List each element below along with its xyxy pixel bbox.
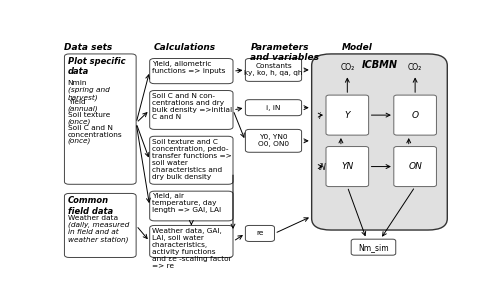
Text: Yield, air
temperature, day
length => GAI, LAI: Yield, air temperature, day length => GA… xyxy=(152,193,221,214)
Text: ICBMN: ICBMN xyxy=(362,60,398,70)
FancyBboxPatch shape xyxy=(351,239,396,255)
Text: (once): (once) xyxy=(68,119,91,125)
FancyBboxPatch shape xyxy=(150,136,233,184)
Text: Data sets: Data sets xyxy=(64,42,112,51)
Text: CO₂: CO₂ xyxy=(408,63,422,72)
Text: (annual): (annual) xyxy=(68,106,98,112)
Text: Soil C and N
concentrations: Soil C and N concentrations xyxy=(68,125,122,138)
Text: ON: ON xyxy=(408,162,422,171)
Text: Common
field data: Common field data xyxy=(68,196,112,216)
Text: Y: Y xyxy=(344,110,350,120)
FancyBboxPatch shape xyxy=(246,59,302,81)
Text: Soil C and N con-
centrations and dry
bulk density =>initial
C and N: Soil C and N con- centrations and dry bu… xyxy=(152,93,232,120)
Text: Yield: Yield xyxy=(68,99,85,105)
Text: Nm_sim: Nm_sim xyxy=(358,243,389,252)
FancyBboxPatch shape xyxy=(246,225,274,241)
Text: Nmin: Nmin xyxy=(68,80,87,86)
Text: Y0, YN0
O0, ON0: Y0, YN0 O0, ON0 xyxy=(258,134,289,147)
Text: Yield, allometric
functions => inputs: Yield, allometric functions => inputs xyxy=(152,61,226,74)
Text: Calculations: Calculations xyxy=(154,42,216,51)
Text: i, iN: i, iN xyxy=(266,105,280,111)
Text: iN: iN xyxy=(318,163,326,172)
FancyBboxPatch shape xyxy=(150,191,233,221)
Text: CO₂: CO₂ xyxy=(340,63,354,72)
Text: re: re xyxy=(256,230,264,236)
FancyBboxPatch shape xyxy=(150,59,233,84)
FancyBboxPatch shape xyxy=(326,95,368,135)
Text: YN: YN xyxy=(341,162,353,171)
Text: Weather data, GAI,
LAI, soil water
characteristics,
activity functions
and εe -s: Weather data, GAI, LAI, soil water chara… xyxy=(152,228,232,269)
Text: Constants
ky, ko, h, qa, qh: Constants ky, ko, h, qa, qh xyxy=(244,64,302,76)
Text: Soil texture: Soil texture xyxy=(68,112,110,118)
FancyBboxPatch shape xyxy=(312,54,448,230)
Text: (once): (once) xyxy=(68,138,91,144)
Text: Weather data: Weather data xyxy=(68,215,117,221)
FancyBboxPatch shape xyxy=(326,146,368,187)
Text: O: O xyxy=(412,110,418,120)
Text: Plot specific
data: Plot specific data xyxy=(68,57,125,76)
FancyBboxPatch shape xyxy=(394,146,436,187)
FancyBboxPatch shape xyxy=(64,193,136,257)
FancyBboxPatch shape xyxy=(150,225,233,257)
Text: Parameters
and variables: Parameters and variables xyxy=(250,42,320,62)
FancyBboxPatch shape xyxy=(394,95,436,135)
Text: Model: Model xyxy=(342,42,372,51)
Text: i: i xyxy=(318,112,321,121)
Text: (daily, measured
in field and at
weather station): (daily, measured in field and at weather… xyxy=(68,222,129,243)
FancyBboxPatch shape xyxy=(246,129,302,152)
FancyBboxPatch shape xyxy=(246,100,302,116)
Text: (spring and
harvest): (spring and harvest) xyxy=(68,87,110,101)
FancyBboxPatch shape xyxy=(64,54,136,184)
Text: Soil texture and C
concentration, pedo-
transfer functions =>
soil water
charact: Soil texture and C concentration, pedo- … xyxy=(152,138,232,180)
FancyBboxPatch shape xyxy=(150,91,233,129)
